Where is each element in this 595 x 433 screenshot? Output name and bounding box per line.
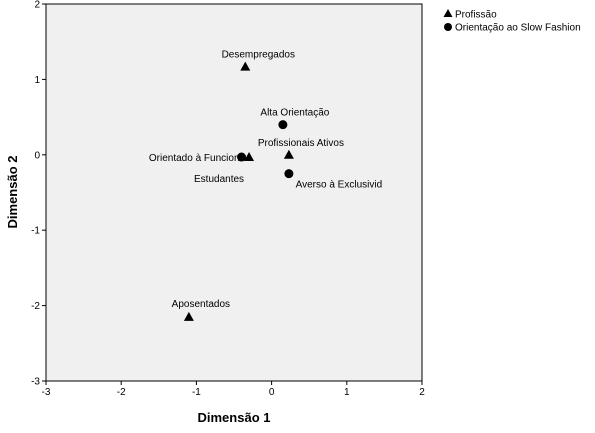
triangle-marker (283, 149, 294, 159)
triangle-marker (240, 61, 251, 71)
legend-label: Profissão (455, 10, 497, 21)
legend-triangle-icon (443, 9, 453, 17)
point-label: Desempregados (222, 50, 295, 61)
y-tick-label: -2 (31, 301, 40, 312)
x-tick-label: -1 (192, 387, 201, 398)
y-tick-label: 0 (34, 150, 40, 161)
data-points: Desempregados Profissionais Ativos Estudan… (149, 50, 382, 321)
x-tick-label: -3 (42, 387, 51, 398)
y-tick-label: -3 (31, 377, 40, 388)
triangle-marker (183, 311, 194, 321)
x-tick-label: 2 (419, 387, 425, 398)
point-label: Averso à Exclusivid (296, 180, 383, 191)
plot-area (45, 3, 423, 382)
x-axis: -3 -2 -1 0 1 2 (42, 381, 425, 398)
legend: Profissão Orientação ao Slow Fashion (443, 9, 581, 34)
y-axis-title: Dimensão 2 (5, 156, 20, 229)
triangle-marker (244, 152, 255, 162)
point-label: Orientado à Funcion (149, 153, 240, 164)
circle-marker (284, 169, 294, 179)
y-axis: 2 1 0 -1 -2 -3 (31, 0, 46, 388)
x-tick-label: 0 (269, 387, 275, 398)
circle-marker (237, 152, 247, 162)
y-tick-label: 1 (34, 75, 40, 86)
x-axis-title: Dimensão 1 (198, 410, 271, 425)
y-tick-label: -1 (31, 226, 40, 237)
point-label: Alta Orientação (260, 108, 329, 119)
y-tick-label: 2 (34, 0, 40, 11)
legend-circle-icon (444, 23, 452, 31)
point-label: Estudantes (194, 174, 244, 185)
point-label: Aposentados (172, 299, 230, 310)
legend-label: Orientação ao Slow Fashion (455, 23, 581, 34)
circle-marker (278, 120, 288, 130)
point-label: Profissionais Ativos (258, 138, 344, 149)
x-tick-label: -2 (117, 387, 126, 398)
x-tick-label: 1 (344, 387, 350, 398)
